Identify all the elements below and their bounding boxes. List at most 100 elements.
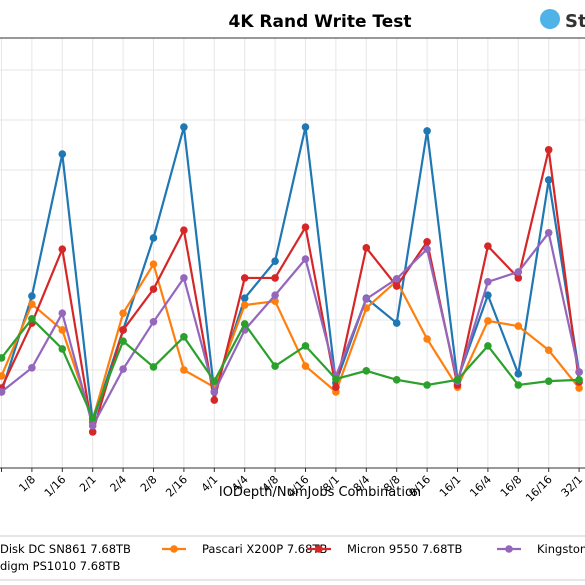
data-point [575, 384, 583, 392]
data-point [180, 333, 188, 341]
legend-label: Disk DC SN861 7.68TB [0, 542, 131, 556]
plot-area: 1/8 1/16 2/1 2/4 2/8 2/16 4/1 4/4 4/8 4/16 8/1 8/4 8… [0, 37, 585, 505]
data-point [149, 318, 158, 326]
x-tick-label: 16/16 [523, 473, 555, 505]
data-point [301, 362, 310, 370]
x-tick-label: 2/8 [138, 473, 160, 495]
data-point [271, 362, 279, 370]
data-point [332, 383, 340, 391]
data-point [58, 326, 67, 334]
legend-label: Micron 9550 7.68TB [347, 542, 462, 556]
data-point [271, 257, 279, 265]
data-point [423, 381, 431, 389]
data-point [88, 422, 97, 430]
data-point [149, 363, 158, 371]
chart-title: 4K Rand Write Test [228, 12, 411, 32]
data-point [392, 282, 401, 290]
legend-marker [505, 545, 513, 553]
series-line [0, 261, 580, 424]
data-point [301, 223, 310, 231]
data-point [484, 291, 492, 299]
data-point [423, 245, 431, 253]
data-point [453, 376, 462, 384]
legend-label: digm PS1010 7.68TB [0, 559, 120, 573]
legend-label: Kingston [537, 542, 585, 556]
data-point [88, 414, 97, 422]
data-point [423, 335, 431, 343]
data-point [58, 150, 67, 158]
data-point [544, 346, 553, 354]
data-point [514, 381, 523, 389]
data-point [119, 326, 127, 334]
legend-label: Pascari X200P 7.68TB [202, 542, 327, 556]
legend-marker [315, 545, 323, 553]
data-point [58, 309, 67, 318]
x-tick-label: 1/16 [42, 473, 69, 500]
x-axis-label: IODepth/NumJobs Combination [219, 485, 421, 500]
x-tick-label: 16/4 [467, 473, 494, 500]
data-point [271, 291, 279, 299]
data-point [544, 146, 553, 154]
data-point [149, 260, 158, 268]
legend-box [0, 535, 585, 581]
legend: Disk DC SN861 7.68TB Pascari X200P 7.68TB… [0, 542, 585, 573]
data-point [514, 274, 523, 282]
data-point [544, 176, 553, 184]
logo-text: St [565, 11, 585, 32]
data-point [392, 376, 401, 384]
legend-marker [170, 545, 178, 553]
data-point [210, 377, 219, 385]
x-tick-label: 1/8 [16, 473, 38, 495]
data-point [240, 294, 249, 302]
data-point [544, 377, 553, 385]
x-tick-label: 2/4 [108, 473, 130, 495]
data-point [484, 278, 492, 286]
data-point [0, 388, 6, 396]
x-tick-label: 2/1 [77, 473, 99, 495]
data-point [362, 367, 371, 375]
data-point [0, 372, 6, 380]
x-tick-label: 32/1 [559, 473, 585, 500]
data-point [0, 354, 6, 362]
data-point [575, 376, 583, 384]
x-tick-label: 16/1 [437, 473, 464, 500]
data-point [514, 322, 523, 330]
data-point [119, 365, 127, 373]
data-point [301, 255, 310, 263]
data-point [301, 123, 310, 131]
data-point [423, 238, 431, 246]
data-point [514, 370, 523, 378]
data-point [484, 342, 492, 350]
data-point [544, 228, 553, 237]
data-point [28, 364, 36, 372]
data-point [392, 319, 401, 327]
data-point [240, 320, 249, 328]
series-line [0, 317, 580, 421]
x-tick-label: 16/8 [498, 473, 525, 500]
data-point [240, 274, 249, 282]
data-point [149, 234, 158, 242]
x-tick-label: 2/16 [163, 473, 190, 500]
data-point [28, 292, 36, 300]
data-point [210, 396, 219, 404]
data-point [332, 375, 340, 383]
series-line [0, 126, 581, 423]
data-point [210, 388, 219, 396]
data-point [392, 275, 401, 283]
data-point [119, 337, 127, 345]
data-point [484, 317, 492, 325]
data-point [180, 123, 188, 131]
data-point [180, 274, 188, 282]
data-point [484, 242, 492, 250]
x-tick-label: 4/1 [199, 473, 221, 495]
data-point [119, 309, 127, 318]
data-point [58, 345, 67, 353]
data-point [149, 285, 158, 293]
data-point [28, 314, 36, 323]
data-point [271, 297, 279, 305]
logo-icon [540, 9, 560, 29]
data-point [240, 301, 249, 309]
data-point [362, 244, 371, 252]
data-point [180, 226, 188, 235]
